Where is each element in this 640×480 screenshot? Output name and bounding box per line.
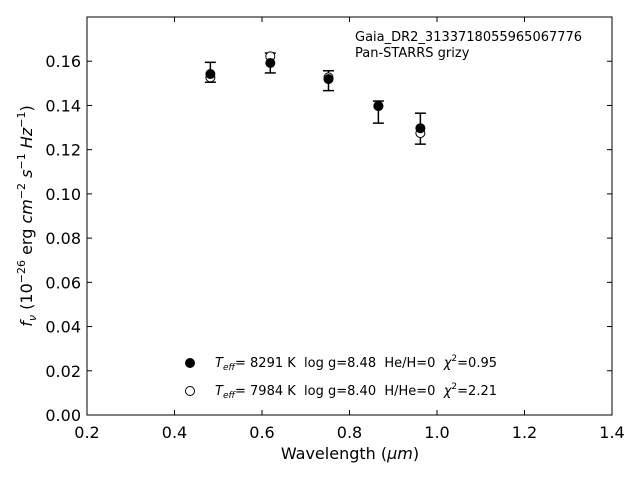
legend-marker-filled (185, 358, 195, 368)
survey-name: Pan-STARRS grizy (355, 46, 470, 61)
legend-label-filled: Teff= 8291 K log g=8.48 He/H=0 χ2=0.95 (215, 354, 497, 373)
x-tick-label: 1.0 (424, 423, 449, 442)
model-point-filled (415, 123, 426, 134)
y-axis-title: fν (10−26 erg cm−2 s−1 Hz−1) (15, 105, 39, 326)
y-tick-label: 0.16 (45, 52, 81, 71)
x-tick-label: 0.6 (249, 423, 274, 442)
model-point-filled (205, 69, 216, 80)
plot-frame (86, 16, 613, 416)
x-tick-label: 1.4 (599, 423, 624, 442)
x-tick-label: 1.2 (512, 423, 537, 442)
legend-label-open: Teff= 7984 K log g=8.40 H/He=0 χ2=2.21 (215, 382, 497, 401)
y-tick-label: 0.02 (45, 362, 81, 381)
x-axis-title: Wavelength (μm) (281, 444, 419, 463)
x-tick-label: 0.4 (162, 423, 187, 442)
x-tick-label: 0.8 (337, 423, 362, 442)
legend-marker-open (185, 386, 195, 396)
y-tick-label: 0.00 (45, 406, 81, 425)
y-tick-label: 0.14 (45, 96, 81, 115)
tick-layer: 0.2 0.4 0.6 0.8 1.0 1.2 1.4 0.00 0.02 0.04 0.06 0.0… (45, 17, 625, 442)
markers-layer (204, 51, 426, 145)
model-point-filled (373, 100, 384, 111)
y-tick-label: 0.08 (45, 229, 81, 248)
y-tick-label: 0.04 (45, 318, 81, 337)
y-tick-label: 0.06 (45, 273, 81, 292)
model-point-filled (265, 57, 276, 68)
object-name: Gaia_DR2_3133718055965067776 (355, 30, 582, 45)
x-tick-label: 0.2 (74, 423, 99, 442)
y-tick-label: 0.10 (45, 185, 81, 204)
model-point-filled (323, 74, 334, 85)
legend: Teff= 8291 K log g=8.48 He/H=0 χ2=0.95 T… (185, 354, 497, 401)
y-tick-label: 0.12 (45, 141, 81, 160)
